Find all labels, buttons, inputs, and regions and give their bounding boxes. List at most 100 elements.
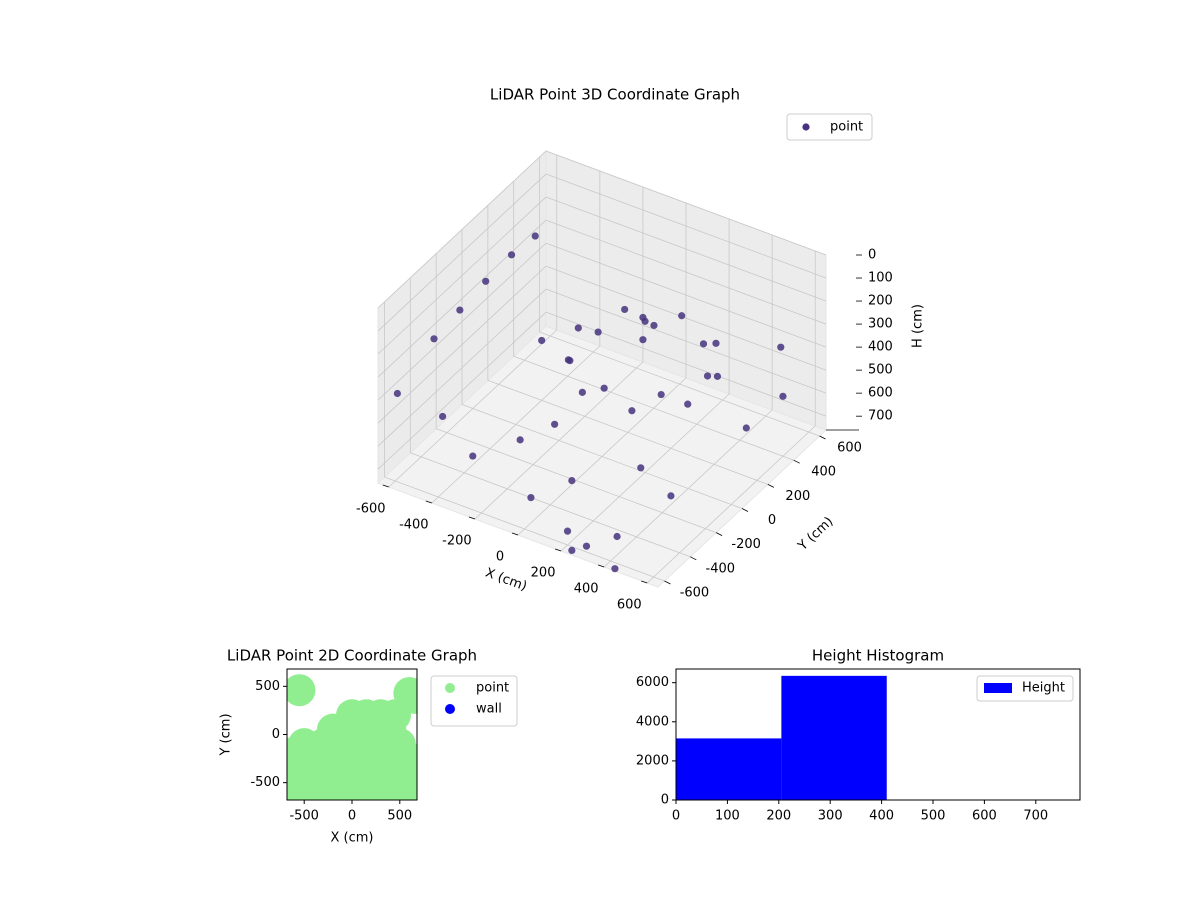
point (287, 737, 306, 770)
x-axis-label: X (cm) (483, 566, 529, 595)
grid-line (545, 150, 827, 256)
y-tick-label: 400 (811, 465, 836, 480)
point (398, 681, 417, 714)
legend-box (976, 675, 1074, 702)
point (641, 317, 649, 325)
tick-mark (598, 564, 605, 568)
legend-marker (445, 704, 455, 714)
z-tick-label: 600 (868, 386, 893, 401)
legend-label: point (830, 120, 863, 135)
grid-line (377, 288, 547, 447)
point (594, 328, 602, 336)
point (703, 372, 712, 380)
grid-line (545, 173, 827, 279)
z-tick-label: 500 (868, 363, 893, 378)
tick-mark (641, 580, 648, 584)
grid-line (377, 173, 547, 332)
legend-marker (984, 683, 1012, 693)
grid-line (384, 476, 665, 582)
grid-line (539, 331, 820, 437)
grid-line (377, 196, 547, 355)
point (574, 324, 582, 332)
legend-marker (445, 683, 455, 693)
y-tick-label: 2000 (636, 753, 669, 768)
grid-line (487, 379, 768, 485)
x-tick-label: -400 (399, 518, 429, 533)
point (637, 464, 645, 472)
grid-line (436, 428, 717, 534)
point (456, 306, 464, 314)
bar (676, 738, 782, 800)
y-tick-label: 0 (272, 727, 280, 742)
point (713, 372, 722, 380)
point (287, 674, 316, 707)
grid-line (545, 242, 827, 348)
y-tick-label: 600 (837, 441, 862, 456)
x-tick-label: 0 (672, 809, 680, 824)
x-tick-label: 0 (348, 809, 356, 824)
chart-title: LiDAR Point 2D Coordinate Graph (227, 647, 477, 665)
x-tick-label: -200 (442, 534, 472, 549)
point (516, 436, 524, 444)
point (531, 232, 539, 240)
grid-line (461, 404, 743, 509)
point (742, 424, 750, 432)
z-tick-label: 200 (868, 294, 893, 309)
point (600, 384, 608, 392)
grid-line (377, 150, 547, 309)
x-tick-label: 700 (1023, 809, 1048, 824)
point (613, 532, 621, 541)
z-tick-label: 400 (868, 340, 893, 355)
point (684, 400, 692, 408)
tick-mark (690, 556, 697, 561)
x-tick-label: 400 (574, 582, 599, 597)
y-tick-label: 0 (661, 793, 669, 808)
point (712, 339, 720, 347)
y-tick-label: -600 (680, 585, 710, 600)
point (566, 357, 574, 365)
point (551, 420, 559, 428)
tick-mark (554, 548, 562, 552)
grid-line (377, 311, 547, 470)
axes-frame (675, 668, 1081, 801)
point (657, 390, 665, 399)
tick-mark (715, 532, 723, 537)
tick-mark (793, 459, 800, 464)
grid-line (545, 288, 827, 394)
point (430, 335, 438, 343)
chart-title: Height Histogram (812, 647, 944, 665)
x-tick-label: -600 (356, 502, 386, 517)
point (482, 277, 490, 285)
point (628, 407, 636, 415)
bar (781, 675, 887, 800)
y-tick-label: 200 (785, 489, 810, 504)
z-tick-label: 100 (868, 271, 893, 286)
tick-mark (468, 516, 476, 520)
y-tick-label: -200 (731, 537, 761, 552)
x-tick-label: 600 (972, 809, 997, 824)
y-tick-label: 6000 (636, 675, 669, 690)
point (777, 343, 785, 351)
point (611, 565, 619, 573)
grid-line (545, 196, 827, 302)
tick-mark (382, 484, 389, 488)
tick-mark (425, 500, 432, 504)
grid-line (377, 219, 547, 378)
chart-title: LiDAR Point 3D Coordinate Graph (490, 86, 740, 104)
x-tick-label: 0 (496, 550, 504, 565)
point (393, 389, 401, 398)
point (650, 321, 658, 330)
x-tick-label: 400 (869, 809, 894, 824)
grid-line (377, 265, 547, 424)
tick-mark (664, 580, 671, 585)
x-tick-label: 600 (617, 598, 642, 613)
point (527, 493, 535, 502)
grid-line (377, 242, 547, 401)
point (568, 476, 576, 485)
point (582, 542, 591, 550)
point (578, 388, 586, 396)
x-axis-label: X (cm) (331, 831, 374, 846)
legend-box (786, 113, 873, 141)
z-tick-label: 700 (868, 409, 893, 424)
grid-line (545, 265, 827, 371)
